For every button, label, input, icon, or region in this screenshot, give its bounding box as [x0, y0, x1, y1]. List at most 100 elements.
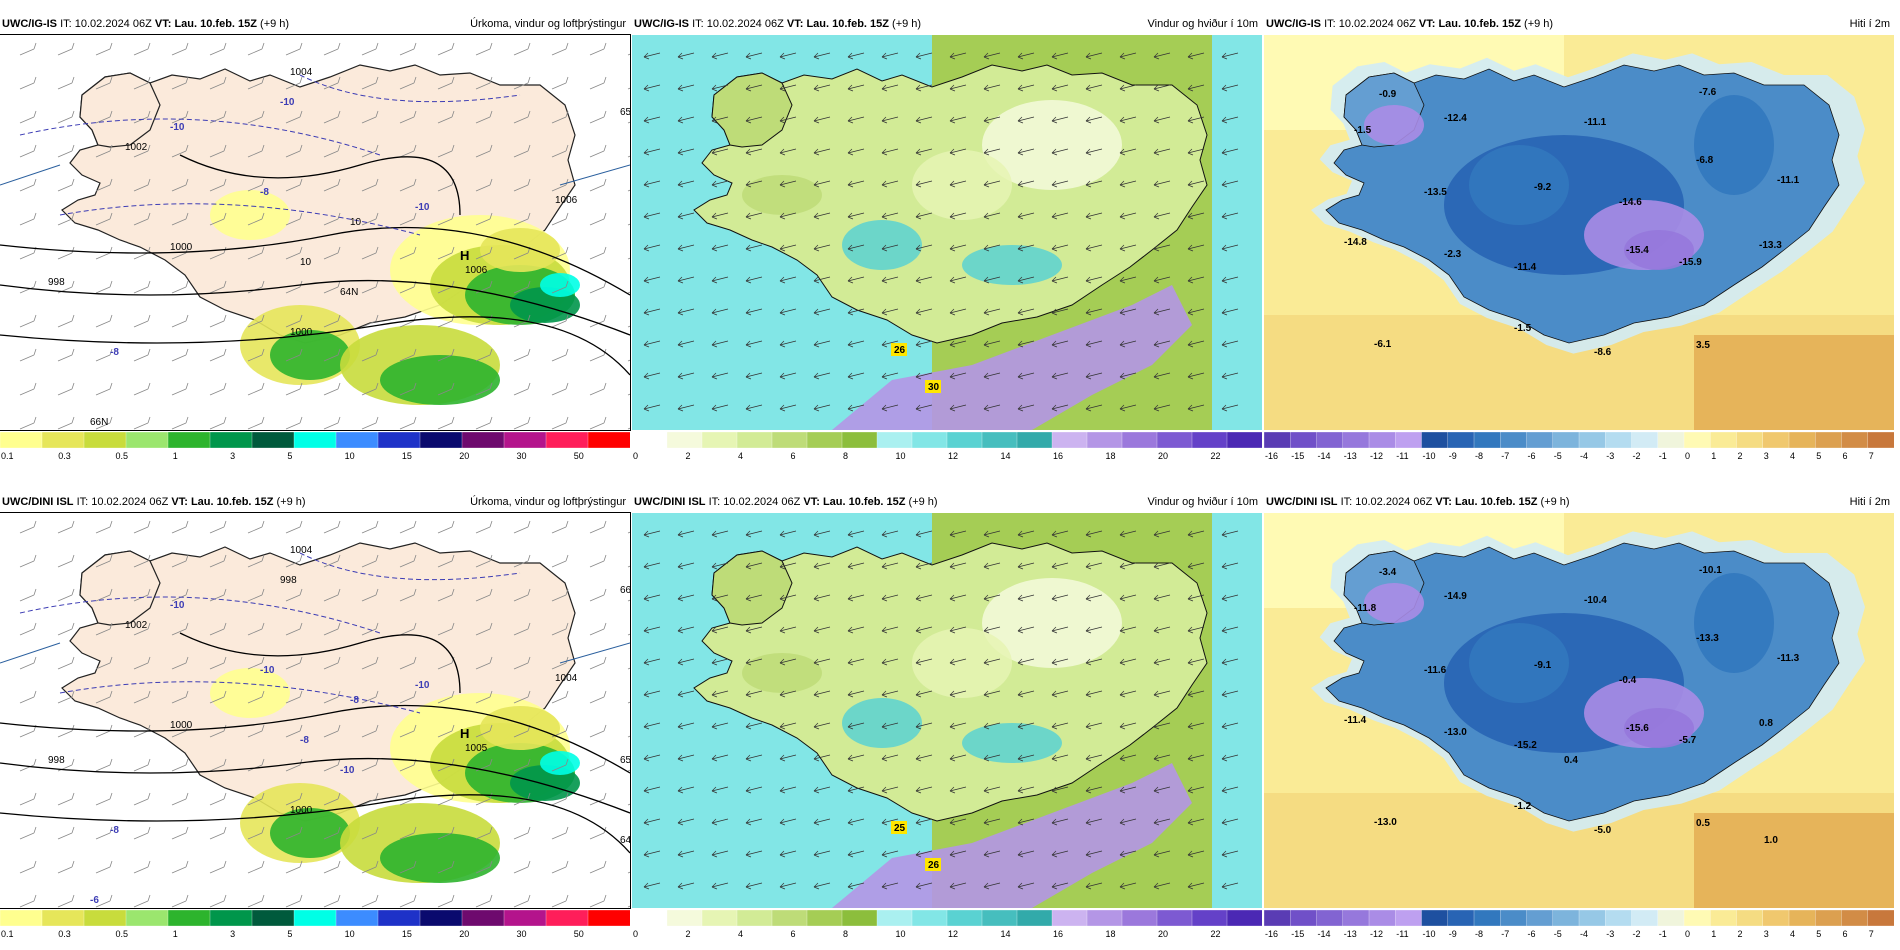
colorbar-swatch: [1578, 909, 1606, 927]
colorbar-swatch: [1631, 909, 1659, 927]
colorbar-tick-label: -15: [1291, 451, 1304, 461]
map-label: 1004: [555, 673, 578, 684]
map-label: -15.6: [1626, 723, 1649, 734]
model-name: UWC/DINI ISL: [2, 496, 74, 508]
precip-area: [540, 273, 580, 297]
colorbar-swatch: [1368, 431, 1396, 449]
vt-prefix: VT:: [803, 496, 820, 508]
colorbar-swatch: [1631, 431, 1659, 449]
colorbar: 0.1 0.3 0.5 1 3 5 10 15 20 30 50: [0, 430, 630, 464]
colorbar-swatch: [946, 431, 983, 449]
colorbar-tick-label: 4: [1790, 451, 1795, 461]
model-name: UWC/IG-IS: [634, 18, 689, 30]
map-label: -6.8: [1696, 155, 1714, 166]
colorbar-swatch: [841, 909, 878, 927]
colorbar-tick-label: 2: [1738, 451, 1743, 461]
map-label: -13.3: [1759, 240, 1782, 251]
colorbar-tick-label: 1: [173, 451, 178, 461]
colorbar-swatch: [125, 431, 169, 449]
colorbar-tick-label: -10: [1423, 451, 1436, 461]
map-label: 1002: [125, 142, 148, 153]
map-label: -11.4: [1344, 715, 1367, 726]
map-label: -11.4: [1514, 262, 1537, 273]
colorbar-swatch: [503, 909, 547, 927]
map-label: 1006: [465, 265, 488, 276]
map-label: -0.4: [1619, 675, 1637, 686]
colorbar-swatch: [1016, 909, 1053, 927]
colorbar-tick-label: -16: [1265, 929, 1278, 939]
colorbar-swatch: [1841, 909, 1869, 927]
colorbar-swatch: [1368, 909, 1396, 927]
map-label: 64N: [620, 835, 630, 846]
panel-dini-precip: UWC/DINI ISL IT: 10.02.2024 06Z VT: Lau.…: [0, 492, 631, 947]
colorbar-tick-label: 1: [1711, 929, 1716, 939]
map-label: 66N: [620, 585, 630, 596]
colorbar-swatch: [1316, 431, 1344, 449]
colorbar-swatch: [1762, 909, 1790, 927]
colorbar-swatch: [1016, 431, 1053, 449]
colorbar-swatch: [293, 431, 337, 449]
colorbar-swatch: [1342, 431, 1370, 449]
colorbar-tick-label: 22: [1211, 929, 1221, 939]
colorbar-swatch: [0, 909, 43, 927]
panel-dini-temp: UWC/DINI ISL IT: 10.02.2024 06Z VT: Lau.…: [1264, 492, 1894, 947]
map-label: -13.0: [1444, 727, 1467, 738]
it-prefix: IT:: [708, 496, 721, 508]
colorbar-tick-label: 7: [1869, 929, 1874, 939]
colorbar-swatch: [981, 909, 1018, 927]
lead-time: (+9 h): [908, 496, 938, 508]
valid-time: Lau. 10.feb. 15Z: [1438, 18, 1521, 30]
colorbar-tick-label: -9: [1449, 929, 1457, 939]
colorbar-swatch: [545, 909, 589, 927]
colorbar-swatch: [1473, 909, 1501, 927]
model-name: UWC/IG-IS: [1266, 18, 1321, 30]
colorbar-swatch: [1867, 909, 1894, 927]
colorbar-tick-label: -1: [1659, 929, 1667, 939]
colorbar-tick-label: 50: [574, 451, 584, 461]
colorbar-tick-label: -2: [1633, 929, 1641, 939]
colorbar-swatch: [167, 431, 211, 449]
map-label: 26: [894, 345, 906, 356]
colorbar-tick-label: 1: [1711, 451, 1716, 461]
map-label: -11.6: [1424, 665, 1447, 676]
colorbar-swatch: [1605, 909, 1633, 927]
colorbar-swatch: [1578, 431, 1606, 449]
map-area: H 1005 1004 1004 1002 1000 1000 998 998 -10 -10 -10…: [0, 512, 631, 909]
colorbar-swatch: [1421, 431, 1449, 449]
lead-time: (+9 h): [892, 18, 922, 30]
valid-time: Lau. 10.feb. 15Z: [190, 496, 274, 508]
colorbar-tick-label: 1: [173, 929, 178, 939]
colorbar-tick-label: -11: [1396, 451, 1408, 461]
map-label: 1000: [290, 805, 313, 816]
colorbar-swatch: [841, 431, 878, 449]
init-time: 10.02.2024 06Z: [723, 496, 801, 508]
colorbar-swatch: [419, 909, 463, 927]
colorbar-swatch: [1226, 909, 1262, 927]
init-time: 10.02.2024 06Z: [706, 18, 784, 30]
map-label: -3.4: [1379, 567, 1397, 578]
colorbar-swatch: [1736, 909, 1764, 927]
colorbar-tick-label: 6: [1843, 929, 1848, 939]
colorbar: 0 2 4 6 8 10 12 14 16 18 20 22: [632, 908, 1262, 942]
map-label: -12.4: [1444, 113, 1467, 124]
colorbar-swatch: [701, 909, 738, 927]
colorbar-tick-label: 10: [345, 929, 355, 939]
colorbar-tick-label: -8: [1475, 929, 1483, 939]
colorbar-swatch: [771, 431, 808, 449]
map-label: -14.6: [1619, 197, 1642, 208]
colorbar-swatch: [1473, 431, 1501, 449]
map-label: 1000: [170, 242, 193, 253]
panel-igis-wind: UWC/IG-IS IT: 10.02.2024 06Z VT: Lau. 10…: [632, 14, 1262, 469]
colorbar-swatch: [545, 431, 589, 449]
map-canvas: H 1006 1006 1004 1002 1000 1000 998 -10 -10 -10 -8 -…: [0, 35, 630, 430]
colorbar-swatch: [1121, 909, 1158, 927]
colorbar-swatch: [1815, 909, 1843, 927]
init-time: 10.02.2024 06Z: [1338, 18, 1416, 30]
colorbar-swatch: [461, 909, 505, 927]
map-canvas: -0.9 -12.4 -1.5 -11.1 -7.6 -13.5 -9.2 -14.6 -6.8…: [1264, 35, 1894, 430]
map-canvas: H 1005 1004 1004 1002 1000 1000 998 998 -10 -10 -10…: [0, 513, 630, 908]
colorbar-tick-label: 4: [738, 929, 743, 939]
colorbar-swatch: [1683, 909, 1711, 927]
parameter-title: Vindur og hviður í 10m: [1147, 18, 1258, 30]
panel-header: UWC/IG-IS IT: 10.02.2024 06Z VT: Lau. 10…: [1264, 14, 1894, 34]
